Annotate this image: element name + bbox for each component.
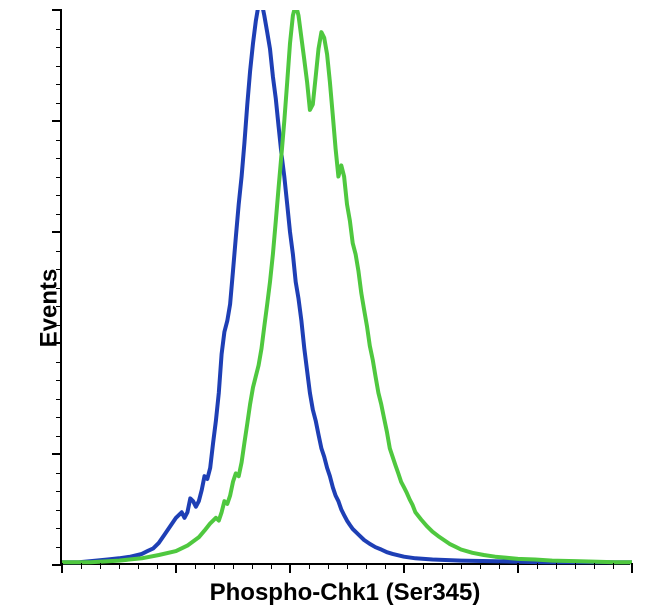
x-tick-minor: [233, 563, 234, 569]
y-tick-minor: [56, 380, 62, 381]
x-axis-label: Phospho-Chk1 (Ser345): [60, 579, 630, 607]
x-tick-minor: [138, 563, 139, 569]
chart-container: [60, 10, 630, 565]
x-tick-minor: [385, 563, 386, 569]
y-tick-minor: [56, 66, 62, 67]
y-tick-minor: [56, 103, 62, 104]
y-tick-minor: [56, 528, 62, 529]
x-tick-major: [631, 563, 633, 573]
x-tick-minor: [328, 563, 329, 569]
x-tick-minor: [309, 563, 310, 569]
x-tick-minor: [119, 563, 120, 569]
x-tick-major: [61, 563, 63, 573]
plot-area: [60, 10, 630, 565]
y-tick-minor: [56, 547, 62, 548]
x-tick-minor: [499, 563, 500, 569]
y-tick-minor: [56, 417, 62, 418]
y-tick-minor: [56, 177, 62, 178]
y-tick-minor: [56, 269, 62, 270]
x-tick-minor: [480, 563, 481, 569]
y-tick-minor: [56, 491, 62, 492]
y-tick-major: [52, 9, 62, 11]
y-tick-minor: [56, 214, 62, 215]
series-treated: [62, 10, 632, 562]
x-tick-minor: [537, 563, 538, 569]
x-tick-major: [517, 563, 519, 573]
series-untreated: [62, 10, 632, 562]
x-tick-minor: [347, 563, 348, 569]
x-tick-minor: [252, 563, 253, 569]
y-tick-minor: [56, 436, 62, 437]
y-tick-minor: [56, 84, 62, 85]
x-tick-minor: [214, 563, 215, 569]
x-tick-minor: [423, 563, 424, 569]
y-tick-minor: [56, 195, 62, 196]
y-tick-minor: [56, 510, 62, 511]
x-tick-major: [289, 563, 291, 573]
histogram-svg: [62, 10, 632, 565]
y-tick-minor: [56, 473, 62, 474]
x-tick-minor: [157, 563, 158, 569]
x-tick-minor: [556, 563, 557, 569]
x-tick-major: [175, 563, 177, 573]
y-tick-minor: [56, 288, 62, 289]
x-tick-minor: [575, 563, 576, 569]
y-tick-minor: [56, 325, 62, 326]
x-tick-major: [403, 563, 405, 573]
y-tick-major: [52, 120, 62, 122]
x-tick-minor: [461, 563, 462, 569]
y-tick-minor: [56, 362, 62, 363]
x-tick-minor: [81, 563, 82, 569]
y-tick-major: [52, 453, 62, 455]
y-tick-minor: [56, 29, 62, 30]
x-tick-minor: [100, 563, 101, 569]
x-tick-minor: [594, 563, 595, 569]
x-tick-minor: [613, 563, 614, 569]
y-tick-minor: [56, 47, 62, 48]
y-tick-minor: [56, 251, 62, 252]
x-tick-minor: [271, 563, 272, 569]
y-tick-minor: [56, 158, 62, 159]
x-tick-minor: [366, 563, 367, 569]
y-tick-major: [52, 231, 62, 233]
y-tick-minor: [56, 399, 62, 400]
y-tick-minor: [56, 306, 62, 307]
x-tick-minor: [442, 563, 443, 569]
y-tick-major: [52, 342, 62, 344]
x-tick-minor: [195, 563, 196, 569]
y-tick-minor: [56, 140, 62, 141]
